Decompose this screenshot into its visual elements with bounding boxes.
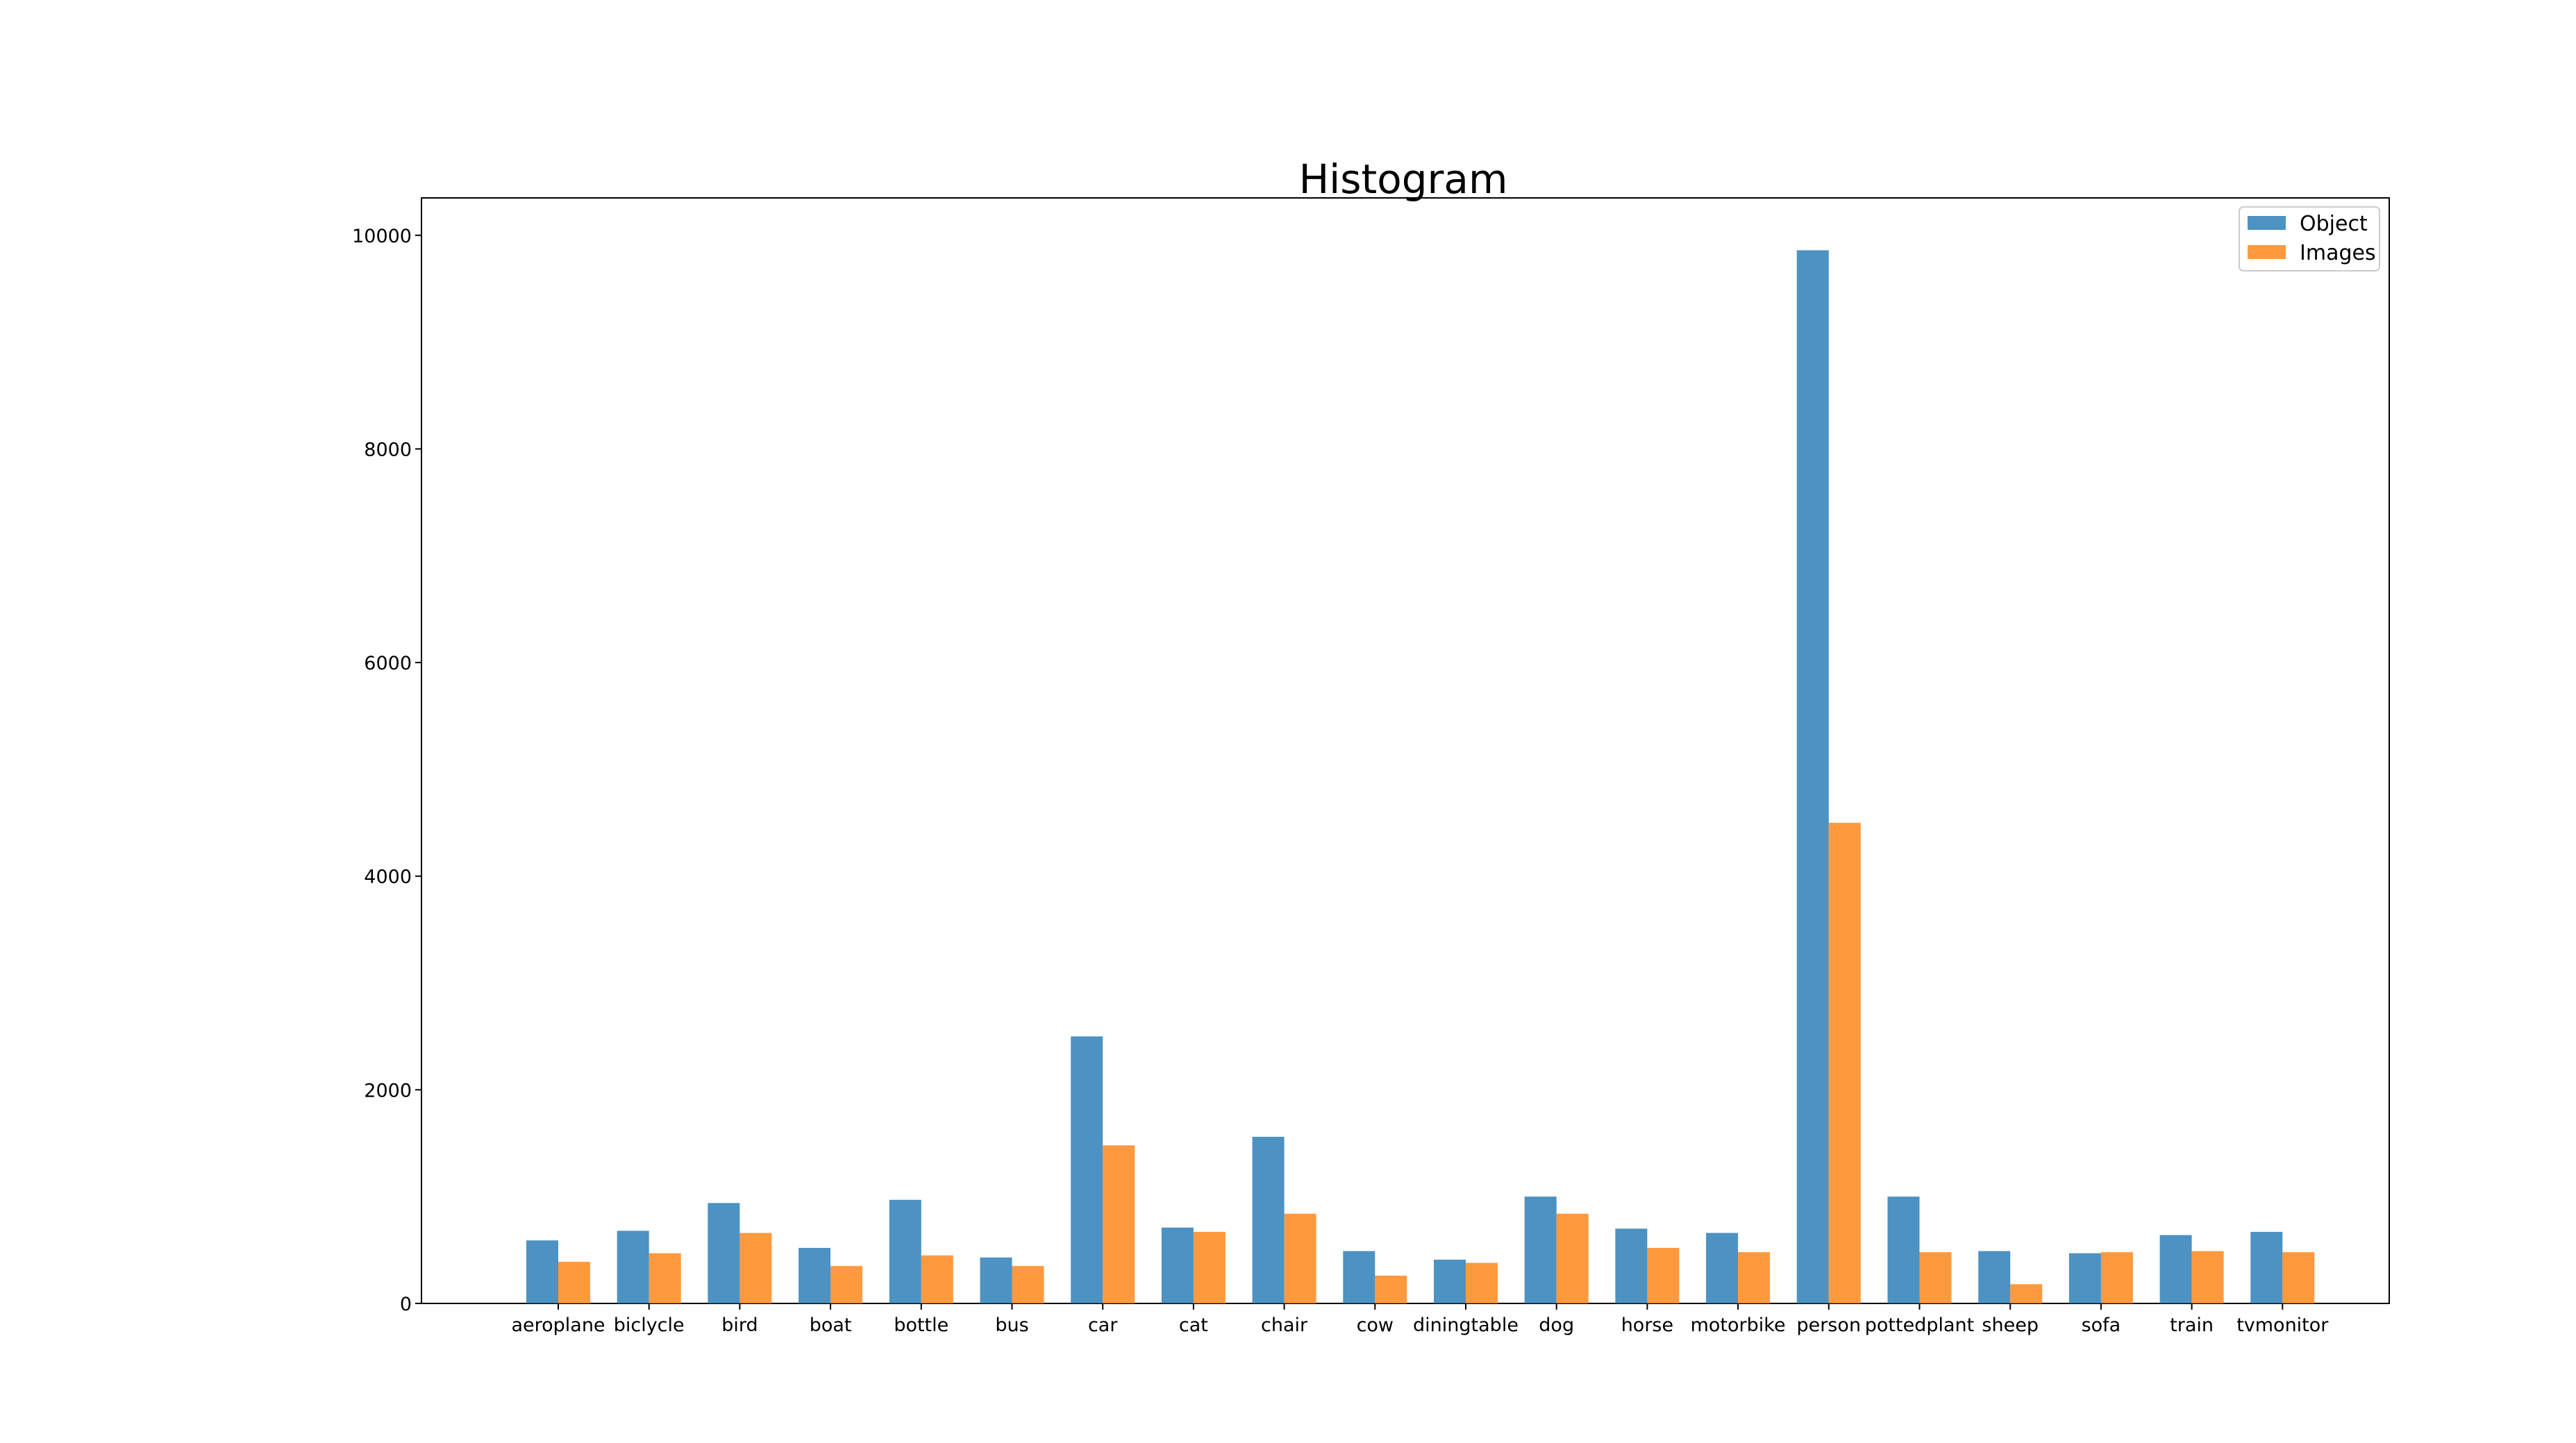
bar-images-chair [1284,1213,1316,1303]
bar-images-aeroplane [558,1262,590,1303]
bar-object-train [2159,1235,2192,1303]
bar-images-boat [830,1266,863,1303]
bar-object-boat [798,1248,831,1303]
bar-images-diningtable [1466,1262,1498,1303]
bar-object-cow [1343,1251,1375,1303]
bar-object-horse [1615,1228,1648,1303]
bar-object-sofa [2068,1253,2101,1303]
bar-images-tvmonitor [2282,1252,2315,1303]
y-tick-label: 4000 [364,867,412,888]
bar-object-pottedplant [1887,1196,1920,1303]
bar-images-sheep [2010,1284,2043,1303]
x-tick-label-dog: dog [1539,1315,1574,1336]
bar-images-cat [1193,1231,1226,1303]
x-tick-label-car: car [1088,1315,1118,1336]
x-tick-label-cat: cat [1179,1315,1208,1336]
bar-object-chair [1252,1137,1285,1303]
x-tick-label-pottedplant: pottedplant [1865,1315,1974,1336]
y-tick-label: 10000 [352,226,412,247]
y-axis: 0 2000 4000 6000 8000 10000 [352,226,421,1315]
bars-group [526,250,2315,1303]
x-tick-label-horse: horse [1621,1315,1673,1336]
bar-object-cat [1161,1227,1194,1303]
bar-object-bus [980,1257,1012,1303]
bar-object-car [1071,1036,1103,1303]
bar-object-person [1796,250,1829,1303]
bar-images-cow [1375,1276,1407,1303]
bar-images-pottedplant [1919,1252,1952,1303]
bar-images-bottle [921,1255,953,1303]
y-tick-label: 0 [400,1294,412,1315]
bar-images-dog [1556,1213,1589,1303]
bar-object-aeroplane [526,1240,558,1303]
bar-images-train [2191,1251,2224,1303]
x-tick-label-bird: bird [721,1315,758,1336]
legend-swatch-object [2248,216,2286,230]
x-tick-label-diningtable: diningtable [1413,1315,1519,1336]
x-axis: aeroplane biclycle bird boat bottle bus car cat… [511,1303,2329,1336]
x-tick-label-tvmonitor: tvmonitor [2236,1315,2329,1336]
x-tick-label-biclycle: biclycle [614,1315,685,1336]
x-tick-label-bottle: bottle [894,1315,948,1336]
x-tick-label-cow: cow [1357,1315,1394,1336]
bar-images-sofa [2100,1252,2133,1303]
legend-label-images: Images [2300,241,2376,265]
bar-object-diningtable [1434,1259,1466,1303]
bar-images-bird [739,1233,772,1303]
legend: Object Images [2239,206,2380,272]
x-tick-label-sheep: sheep [1982,1315,2039,1336]
bar-images-motorbike [1738,1252,1771,1303]
bar-object-dog [1524,1196,1557,1303]
legend-label-object: Object [2300,212,2368,236]
x-tick-label-aeroplane: aeroplane [511,1315,605,1336]
x-tick-label-train: train [2170,1315,2214,1336]
bar-images-person [1828,822,1861,1303]
y-tick-label: 8000 [364,439,412,460]
bar-object-tvmonitor [2250,1231,2283,1303]
chart-title: Histogram [1299,156,1508,203]
y-tick-label: 6000 [364,653,412,674]
bar-images-bus [1012,1266,1044,1303]
x-tick-label-sofa: sofa [2082,1315,2121,1336]
bar-images-car [1103,1145,1135,1303]
x-tick-label-chair: chair [1261,1315,1308,1336]
bar-images-horse [1647,1248,1680,1303]
y-tick-label: 2000 [364,1080,412,1101]
bar-object-motorbike [1706,1233,1739,1303]
x-tick-label-boat: boat [810,1315,852,1336]
x-tick-label-motorbike: motorbike [1691,1315,1786,1336]
bar-images-biclycle [649,1253,681,1303]
bar-object-bird [708,1203,740,1303]
bar-object-sheep [1978,1251,2011,1303]
plot-area [421,197,2390,1304]
x-tick-label-person: person [1797,1315,1862,1336]
bar-object-biclycle [617,1231,649,1303]
legend-swatch-images [2248,245,2286,259]
bar-object-bottle [889,1199,921,1303]
x-tick-label-bus: bus [995,1315,1028,1336]
